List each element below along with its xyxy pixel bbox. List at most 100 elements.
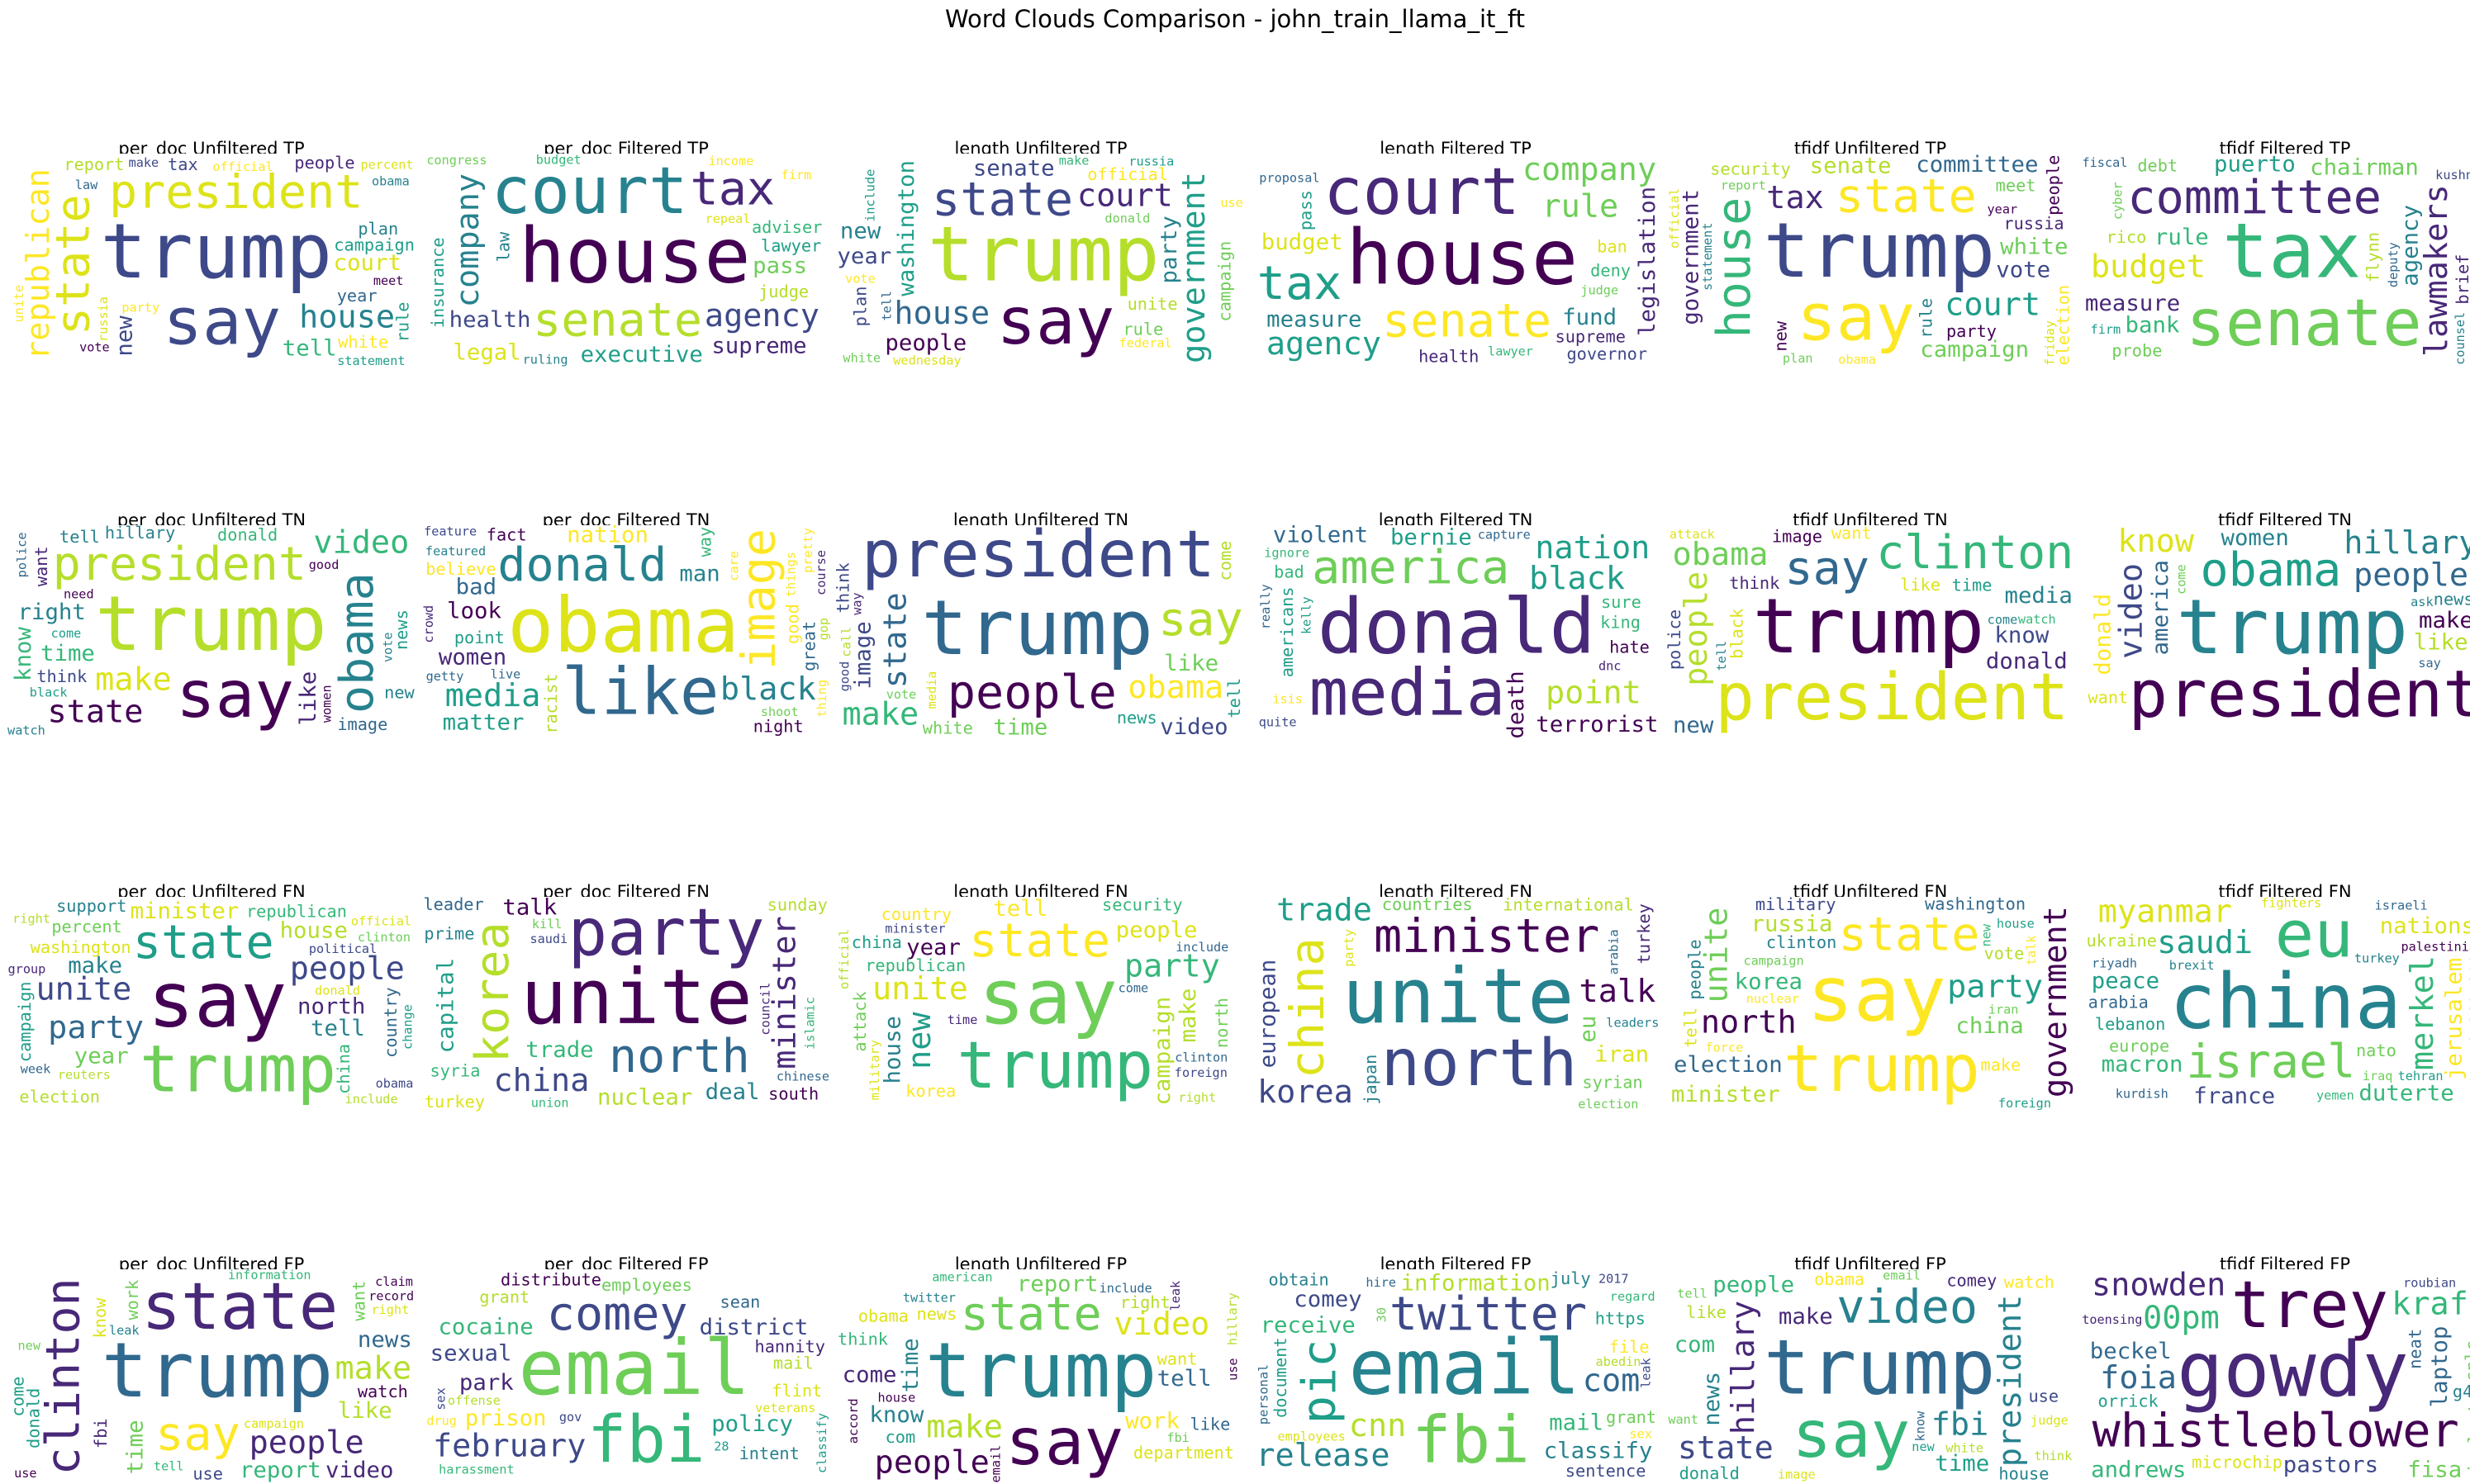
wordcloud-word: want <box>2088 687 2128 707</box>
wordcloud-word: congress <box>426 154 487 168</box>
wordcloud-word: make <box>1981 1055 2021 1074</box>
wordcloud-word: merkel <box>2404 955 2440 1070</box>
wordcloud-word: deputy <box>2386 242 2401 287</box>
wordcloud-word: fiscal <box>2083 155 2128 170</box>
wordcloud-word: want <box>1668 1412 1698 1427</box>
wordcloud-word: shoot <box>761 704 799 719</box>
wordcloud-word: say <box>176 658 294 733</box>
wordcloud-word: white <box>2000 235 2068 260</box>
wordcloud-word: talk <box>2024 935 2039 965</box>
wordcloud-word: official <box>212 159 273 174</box>
wordcloud-word: receive <box>1261 1313 1356 1339</box>
wordcloud-word: south <box>768 1083 819 1103</box>
wordcloud-word: supreme <box>711 334 806 359</box>
wordcloud-word: say <box>1807 951 1945 1039</box>
wordcloud-word: state <box>969 914 1110 968</box>
wordcloud-word: trump <box>921 584 1153 672</box>
wordcloud-word: eu <box>1575 1016 1601 1043</box>
wordcloud-word: need <box>64 587 94 602</box>
wordcloud-word: american <box>932 1270 992 1285</box>
wordcloud-word: matter <box>443 709 525 735</box>
wordcloud-word: lawyer <box>1488 344 1533 358</box>
wordcloud-word: party <box>48 1009 144 1045</box>
wordcloud-word: sexual <box>430 1340 512 1366</box>
wordcloud-word: department <box>1133 1443 1234 1463</box>
wordcloud-word: report <box>240 1458 321 1483</box>
wordcloud-word: featured <box>425 544 486 559</box>
wordcloud-word: government <box>2037 906 2073 1098</box>
wordcloud-word: obama <box>372 174 410 189</box>
wordcloud-word: peace <box>2092 969 2159 994</box>
wordcloud-word: distribute <box>501 1270 601 1290</box>
wordcloud-word: media <box>1309 656 1506 730</box>
wordcloud-word: like <box>562 656 719 730</box>
wordcloud-word: image <box>337 714 387 734</box>
wordcloud-word: like <box>1686 1302 1727 1322</box>
wordcloud-word: classify <box>815 1413 829 1473</box>
wordcloud-word: agency <box>2398 205 2424 287</box>
wordcloud-word: unite <box>12 285 26 323</box>
wordcloud-word: twitter <box>903 1291 956 1306</box>
wordcloud-word: washington <box>1925 897 2026 914</box>
wordcloud-word: like <box>338 1398 392 1424</box>
wordcloud-word: plan <box>851 287 871 327</box>
wordcloud-word: senate <box>2186 287 2421 361</box>
wordcloud-word: china <box>494 1062 590 1098</box>
wordcloud-word: white <box>1945 1441 1983 1456</box>
wordcloud-word: state <box>1678 1429 1774 1466</box>
wordcloud-word: judge <box>2031 1413 2069 1428</box>
wordcloud-word: nato <box>2356 1041 2396 1060</box>
wordcloud-word: july <box>1551 1269 1591 1288</box>
wordcloud-word: want <box>1831 525 1872 543</box>
wordcloud-word: counsel <box>2453 312 2468 365</box>
wordcloud-word: come <box>1119 981 1149 996</box>
wordcloud-word: news <box>1699 1372 1725 1426</box>
wordcloud-word: deal <box>705 1079 760 1105</box>
wordcloud-word: way <box>696 527 715 557</box>
wordcloud-word: capture <box>1478 527 1531 542</box>
wordcloud-word: regard <box>1610 1289 1655 1304</box>
wordcloud-word: use <box>14 1466 36 1481</box>
wordcloud-word: image <box>1778 1467 1816 1482</box>
wordcloud-word: law <box>75 178 98 192</box>
wordcloud-word: military <box>1755 897 1836 914</box>
wordcloud-word: employees <box>601 1275 692 1295</box>
wordcloud-word: include <box>1176 940 1228 955</box>
wordcloud-word: tell <box>59 527 100 547</box>
wordcloud-word: fighters <box>2261 897 2321 910</box>
wordcloud-word: make <box>129 155 159 170</box>
wordcloud-word: roubian <box>2403 1276 2456 1291</box>
wordcloud-word: orrick <box>2098 1392 2159 1411</box>
wordcloud-word: time <box>40 641 95 666</box>
wordcloud-word: whistleblower <box>2092 1404 2459 1458</box>
wordcloud-word: turkey <box>1634 903 1654 964</box>
wordcloud-word: mail <box>1549 1411 1603 1436</box>
wordcloud-word: flint <box>772 1381 822 1401</box>
wordcloud-word: supreme <box>1556 326 1626 346</box>
wordcloud-word: budget <box>2091 248 2206 284</box>
wordcloud-word: g4s <box>2453 1382 2470 1401</box>
wordcloud-word: video <box>313 525 409 560</box>
wordcloud-word: law <box>493 231 513 263</box>
wordcloud-word: tell <box>1157 1366 1212 1392</box>
wordcloud-word: party <box>1947 969 2043 1005</box>
wordcloud-word: care <box>726 551 741 581</box>
wordcloud-word: iraq <box>2363 1069 2393 1083</box>
wordcloud-word: grant <box>479 1287 530 1306</box>
wordcloud-word: want <box>31 546 51 586</box>
wordcloud-word: court <box>1323 155 1520 230</box>
wordcloud-word: 30 <box>1374 1307 1389 1322</box>
wordcloud-word: vote <box>381 633 396 663</box>
wordcloud-word: measure <box>1266 307 1361 333</box>
